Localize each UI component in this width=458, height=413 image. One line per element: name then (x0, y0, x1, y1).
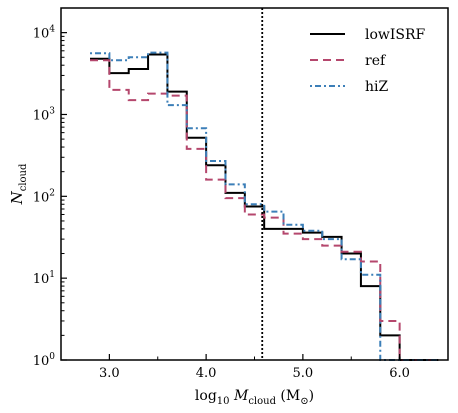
legend-label: hiZ (365, 79, 388, 95)
x-tick-label: 6.0 (389, 366, 410, 381)
x-axis-label-var: M (233, 388, 249, 404)
x-axis-label-prefix: log (195, 388, 217, 404)
legend-label: ref (365, 53, 387, 69)
plot-frame (60, 7, 449, 361)
series-line-lowISRF (90, 53, 439, 361)
legend-entry-lowISRF: lowISRF (310, 27, 426, 43)
series-line-hiZ (90, 51, 439, 361)
ticks-layer: 3.0 4.0 5.0 6.0 100 101 102 103 104 (33, 7, 449, 381)
x-axis-label-unit-close: ) (309, 388, 314, 404)
y-tick-label: 101 (33, 270, 55, 287)
x-tick-label: 5.0 (293, 366, 314, 381)
x-axis-label-unit-sym: ⊙ (300, 396, 308, 407)
legend: lowISRF ref hiZ (310, 27, 426, 95)
y-axis-label: Ncloud (8, 163, 29, 205)
y-axis-label-var-sub: cloud (18, 163, 29, 191)
legend-label: lowISRF (365, 27, 426, 43)
x-axis-label: log10 Mcloud (M⊙) (195, 388, 314, 407)
y-axis-label-var: N (8, 190, 26, 205)
series-line-ref (90, 59, 439, 361)
y-tick-label: 102 (33, 188, 55, 205)
series-layer (90, 51, 439, 361)
y-tick-label: 103 (33, 106, 56, 123)
legend-entry-hiZ: hiZ (310, 79, 388, 95)
x-axis-label-prefix-sub: 10 (217, 396, 230, 407)
y-tick-label: 104 (33, 25, 56, 42)
x-axis-label-unit-open: (M (276, 388, 300, 404)
y-tick-label: 100 (33, 352, 56, 369)
x-axis-label-var-sub: cloud (248, 396, 276, 407)
x-tick-label: 3.0 (99, 366, 120, 381)
x-tick-label: 4.0 (196, 366, 217, 381)
legend-entry-ref: ref (310, 53, 387, 69)
